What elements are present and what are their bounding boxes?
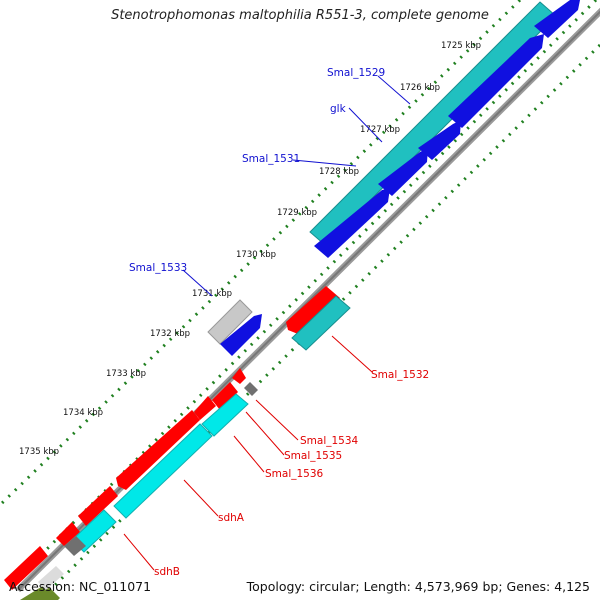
label-smal-1532[interactable]: Smal_1532 [371,369,429,381]
cds-glk[interactable] [418,120,461,160]
cds-smal-1529[interactable] [448,34,544,128]
reverse-strand-features [4,286,351,600]
label-smal-1529[interactable]: Smal_1529 [327,67,385,79]
footer-bar: Accession: NC_011071 Topology: circular;… [0,576,600,600]
tick-1735: 1735 kbp [19,447,59,457]
tick-1733: 1733 kbp [106,369,146,379]
accession-text: Accession: NC_011071 [9,579,152,594]
label-leaders-forward [182,75,411,297]
label-glk[interactable]: glk [330,103,347,115]
feature-sdhB[interactable] [71,509,117,553]
cds-top-edge[interactable] [534,0,580,38]
feature-gray-bottom[interactable] [38,566,64,590]
reverse-gene-labels: Smal_1532 Smal_1534 Smal_1535 Smal_1536 … [154,369,429,578]
feature-smal-1529-region[interactable] [309,1,557,246]
tick-1732: 1732 kbp [150,329,190,339]
tick-1730: 1730 kbp [236,250,276,260]
tick-1726: 1726 kbp [400,83,440,93]
tick-1729: 1729 kbp [277,208,317,218]
cds-smal-1531b[interactable] [314,188,390,258]
cds-smal-1533[interactable] [220,314,262,356]
cds-sdhB-2[interactable] [56,522,80,546]
feature-smal-1535[interactable] [201,393,249,437]
feature-smal-1532[interactable] [291,295,351,351]
label-sdhB[interactable]: sdhB [154,566,180,578]
tick-1725: 1725 kbp [441,41,481,51]
tick-1734: 1734 kbp [63,408,103,418]
tick-1727: 1727 kbp [360,125,400,135]
feature-sdhA[interactable] [113,423,213,519]
map-title: Stenotrophomonas maltophilia R551-3, com… [111,8,489,23]
kbp-ticks: 1725 kbp 1726 kbp 1727 kbp 1728 kbp 1729… [19,41,481,457]
cds-smal-1531[interactable] [378,148,428,196]
label-smal-1533[interactable]: Smal_1533 [129,262,187,274]
feature-olive-bottom[interactable] [20,584,60,600]
cds-sdhA[interactable] [116,410,200,490]
label-smal-1535[interactable]: Smal_1535 [284,450,342,462]
label-leaders-reverse [123,335,373,571]
feature-smal-1534[interactable] [244,382,258,396]
tick-1731: 1731 kbp [192,289,232,299]
label-smal-1536[interactable]: Smal_1536 [265,468,324,480]
cds-smal-1532[interactable] [286,286,340,334]
cds-sdhB[interactable] [78,486,118,526]
cds-smal-1535[interactable] [212,382,238,410]
forward-gene-labels: Smal_1529 glk Smal_1531 Smal_1533 [129,67,385,274]
cds-smal-1534[interactable] [232,368,246,384]
cds-lower-left[interactable] [4,546,48,590]
forward-strand-features [207,0,580,356]
cds-smal-1536[interactable] [194,396,216,420]
label-smal-1534[interactable]: Smal_1534 [300,435,359,447]
genome-backbone [15,7,600,593]
feature-gray-small[interactable] [64,536,86,556]
label-smal-1531[interactable]: Smal_1531 [242,153,300,165]
label-sdhA[interactable]: sdhA [218,512,245,524]
tick-1728: 1728 kbp [319,167,359,177]
topology-summary: Topology: circular; Length: 4,573,969 bp… [246,579,590,594]
